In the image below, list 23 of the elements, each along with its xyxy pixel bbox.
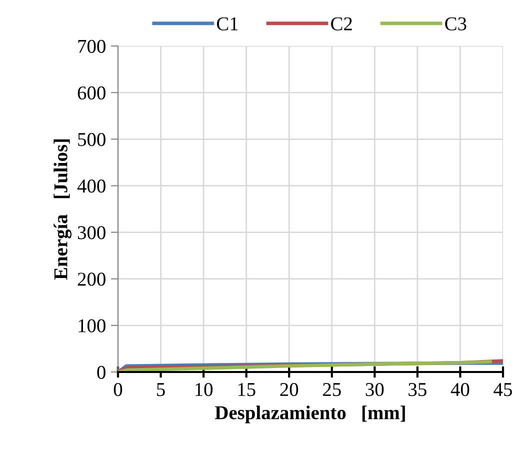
legend-label: C2: [331, 17, 352, 30]
x-tick-label: 25: [323, 383, 341, 396]
y-tick-label: 600: [78, 86, 106, 100]
x-tick-label: 45: [494, 383, 512, 396]
x-tick-label: 0: [114, 382, 122, 396]
x-tick-label: 20: [280, 382, 298, 396]
x-axis-title: Desplazamiento [mm]: [214, 406, 405, 424]
legend-label: C3: [445, 17, 466, 30]
y-tick-label: 0: [97, 366, 106, 379]
y-tick-label: 500: [78, 132, 106, 146]
y-tick-label: 100: [78, 319, 106, 332]
x-tick-label: 30: [366, 382, 384, 396]
x-tick-label: 5: [157, 383, 165, 396]
x-tick-label: 10: [196, 382, 213, 396]
legend-label: C1: [216, 17, 238, 30]
y-axis-title: Energía [Julios]: [54, 139, 72, 280]
y-tick-label: 400: [77, 180, 106, 193]
y-tick-label: 200: [78, 272, 106, 286]
x-tick-label: 35: [408, 383, 426, 396]
x-tick-label: 15: [238, 383, 256, 396]
y-tick-label: 300: [78, 226, 106, 240]
x-tick-label: 40: [450, 382, 470, 396]
y-tick-label: 700: [78, 40, 106, 53]
